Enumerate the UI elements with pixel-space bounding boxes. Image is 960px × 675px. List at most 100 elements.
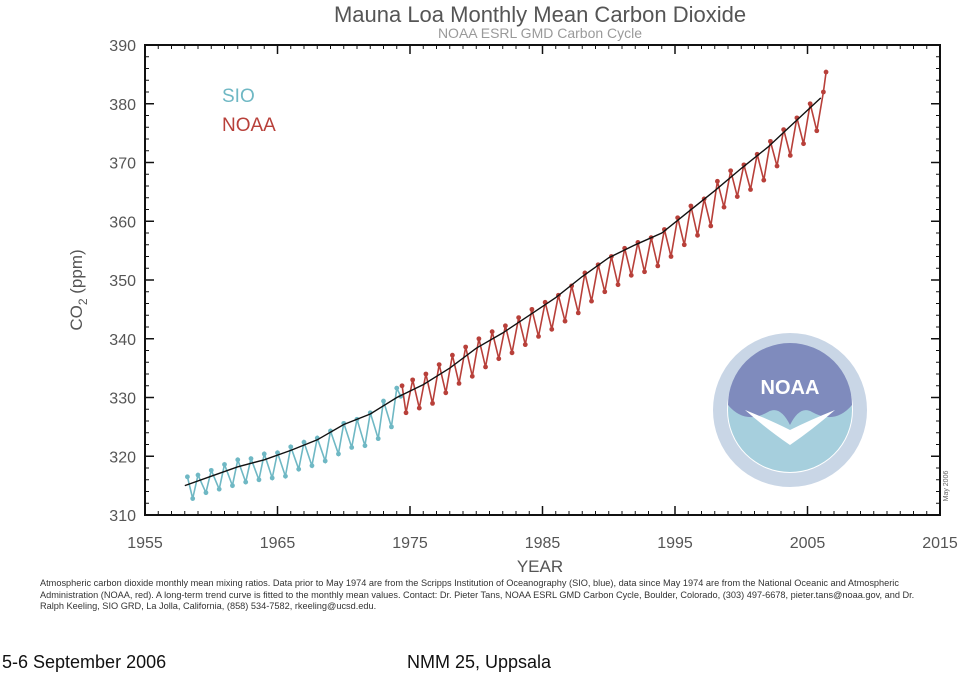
noaa-point xyxy=(489,329,495,335)
noaa-point xyxy=(655,263,661,269)
series-noaa xyxy=(399,69,829,416)
y-axis-ticks: 310 320 330 340 350 360 370 380 390 xyxy=(109,38,940,525)
sio-point xyxy=(203,490,209,496)
sio-point xyxy=(195,472,201,478)
x-tick-label: 1995 xyxy=(657,535,693,552)
sio-point xyxy=(230,483,235,489)
y-tick-label: 390 xyxy=(109,38,136,55)
noaa-point xyxy=(821,89,826,95)
noaa-point xyxy=(496,356,502,362)
y-tick-label: 380 xyxy=(109,97,136,114)
noaa-point xyxy=(681,242,687,248)
y-tick-label: 370 xyxy=(109,156,136,173)
x-tick-label: 2015 xyxy=(922,535,958,552)
chart-title: Mauna Loa Monthly Mean Carbon Dioxide xyxy=(334,2,746,27)
noaa-point xyxy=(403,410,409,416)
x-tick-label: 1955 xyxy=(127,535,163,552)
noaa-point xyxy=(768,138,773,144)
sio-point xyxy=(322,458,328,464)
side-note: May 2006 xyxy=(943,471,950,502)
y-tick-label: 360 xyxy=(109,214,136,231)
noaa-logo-bird xyxy=(745,410,835,445)
sio-point xyxy=(301,439,307,445)
noaa-point xyxy=(450,352,455,358)
trend-line xyxy=(184,97,822,487)
figure-caption: Atmospheric carbon dioxide monthly mean … xyxy=(40,578,915,612)
noaa-logo: NOAA xyxy=(713,333,867,487)
y-axis-label: CO2 (ppm) xyxy=(67,249,90,330)
noaa-logo-ring xyxy=(713,333,867,487)
noaa-line xyxy=(401,71,827,413)
noaa-point xyxy=(522,342,528,348)
noaa-point xyxy=(589,298,594,304)
sio-point xyxy=(296,466,302,472)
noaa-point xyxy=(430,400,435,406)
y-axis-label-unit: (ppm) xyxy=(67,249,86,298)
noaa-point xyxy=(516,315,522,320)
sio-point xyxy=(362,443,368,449)
sio-point xyxy=(235,457,241,463)
sio-point xyxy=(256,477,262,483)
noaa-point xyxy=(688,203,694,209)
legend-sio: SIO xyxy=(222,86,255,107)
noaa-point xyxy=(602,289,608,295)
y-tick-label: 330 xyxy=(109,391,136,408)
noaa-point xyxy=(814,128,820,134)
sio-point xyxy=(283,473,288,479)
x-tick-label: 1965 xyxy=(260,535,296,552)
legend-noaa: NOAA xyxy=(222,115,276,136)
x-tick-label: 1985 xyxy=(525,535,561,552)
sio-point xyxy=(269,475,275,481)
sio-point xyxy=(389,424,394,430)
sio-point xyxy=(349,445,355,450)
noaa-point xyxy=(642,269,647,275)
noaa-point xyxy=(823,69,829,75)
sio-point xyxy=(261,451,267,457)
noaa-point xyxy=(423,371,429,377)
noaa-point xyxy=(549,326,555,332)
sio-point xyxy=(243,479,249,485)
noaa-point xyxy=(761,177,767,183)
noaa-point xyxy=(774,163,780,169)
noaa-point xyxy=(503,323,508,329)
footer-event: NMM 25, Uppsala xyxy=(407,652,552,672)
x-axis-label: YEAR xyxy=(517,557,563,576)
noaa-point xyxy=(721,204,727,210)
y-tick-label: 310 xyxy=(109,508,136,525)
y-axis-label-sub: 2 xyxy=(76,298,90,305)
series-trend xyxy=(184,97,822,487)
sio-point xyxy=(248,456,254,461)
sio-point xyxy=(309,463,315,469)
noaa-point xyxy=(787,153,793,158)
sio-point xyxy=(394,385,400,391)
noaa-point xyxy=(410,377,416,383)
noaa-point xyxy=(728,168,734,174)
series-sio xyxy=(185,385,404,501)
sio-point xyxy=(381,398,386,404)
noaa-point xyxy=(562,318,568,324)
noaa-logo-top xyxy=(728,343,852,425)
sio-point xyxy=(190,496,196,501)
y-tick-label: 340 xyxy=(109,332,136,349)
sio-point xyxy=(216,486,222,492)
noaa-point xyxy=(715,178,720,184)
noaa-point xyxy=(807,101,813,107)
x-tick-label: 1975 xyxy=(392,535,428,552)
noaa-point xyxy=(509,350,515,356)
y-tick-label: 320 xyxy=(109,449,136,466)
noaa-point xyxy=(456,381,462,386)
noaa-point xyxy=(575,310,581,316)
sio-point xyxy=(185,474,190,480)
y-tick-label: 350 xyxy=(109,273,136,290)
y-axis-label-co: CO xyxy=(67,305,86,331)
noaa-point xyxy=(416,405,422,411)
noaa-point xyxy=(695,232,700,238)
sio-point xyxy=(275,450,280,456)
noaa-point xyxy=(748,187,753,192)
noaa-point xyxy=(708,223,714,229)
noaa-point xyxy=(615,282,621,288)
noaa-point xyxy=(536,334,541,339)
sio-point xyxy=(222,462,227,467)
noaa-point xyxy=(469,373,475,379)
noaa-point xyxy=(734,194,740,199)
